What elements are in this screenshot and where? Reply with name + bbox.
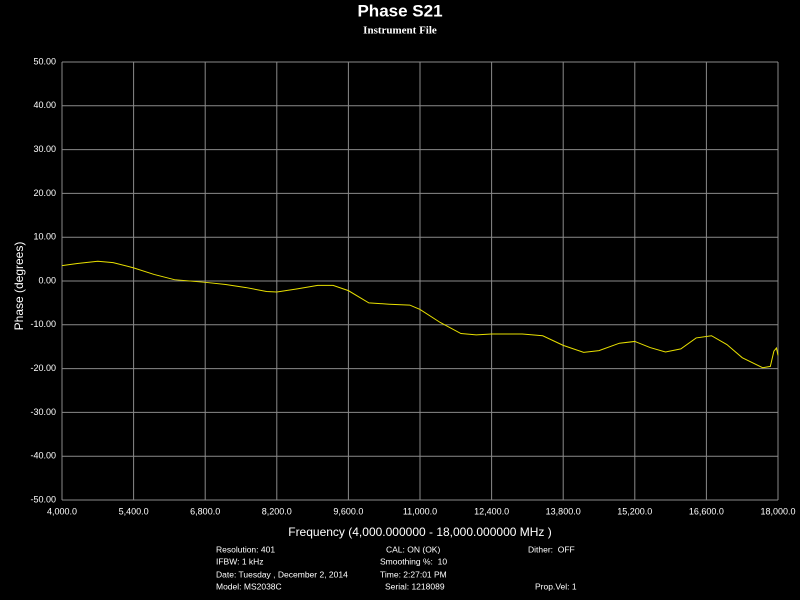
y-tick-label: 10.00 (33, 232, 56, 242)
chart-title: Phase S21 (357, 1, 442, 20)
x-tick-label: 9,600.0 (333, 506, 363, 516)
y-tick-label: 0.00 (38, 275, 56, 285)
x-tick-label: 5,400.0 (119, 506, 149, 516)
x-tick-label: 15,200.0 (617, 506, 652, 516)
y-tick-label: -40.00 (30, 451, 56, 461)
x-tick-label: 12,400.0 (474, 506, 509, 516)
x-tick-label: 6,800.0 (190, 506, 220, 516)
y-tick-label: 50.00 (33, 56, 56, 66)
info-text: Prop.Vel: 1 (535, 581, 577, 591)
x-tick-label: 8,200.0 (262, 506, 292, 516)
x-tick-label: 18,000.0 (760, 506, 795, 516)
y-tick-label: -20.00 (30, 363, 56, 373)
info-text: Model: MS2038C (216, 581, 282, 591)
y-axis-label: Phase (degrees) (12, 242, 26, 331)
chart-subtitle: Instrument File (363, 25, 437, 37)
y-tick-label: 20.00 (33, 188, 56, 198)
x-tick-label: 13,800.0 (546, 506, 581, 516)
info-text: Dither: OFF (528, 544, 575, 554)
info-text: CAL: ON (OK) (386, 544, 440, 554)
x-tick-label: 11,000.0 (403, 506, 437, 516)
info-text: Serial: 1218089 (385, 581, 445, 591)
info-text: Smoothing %: 10 (380, 556, 447, 566)
info-text: Date: Tuesday , December 2, 2014 (216, 569, 348, 579)
y-tick-label: -10.00 (30, 319, 56, 329)
x-tick-label: 4,000.0 (47, 506, 77, 516)
data-line (61, 260, 779, 369)
y-tick-label: 30.00 (33, 144, 56, 154)
y-tick-label: -30.00 (30, 407, 56, 417)
y-tick-label: -50.00 (30, 494, 56, 504)
info-text: Resolution: 401 (216, 544, 275, 554)
x-tick-label: 16,600.0 (689, 506, 724, 516)
x-axis-label: Frequency (4,000.000000 - 18,000.000000 … (288, 525, 552, 539)
y-tick-label: 40.00 (33, 100, 56, 110)
info-text: IFBW: 1 kHz (216, 556, 264, 566)
info-text: Time: 2:27:01 PM (380, 569, 447, 579)
